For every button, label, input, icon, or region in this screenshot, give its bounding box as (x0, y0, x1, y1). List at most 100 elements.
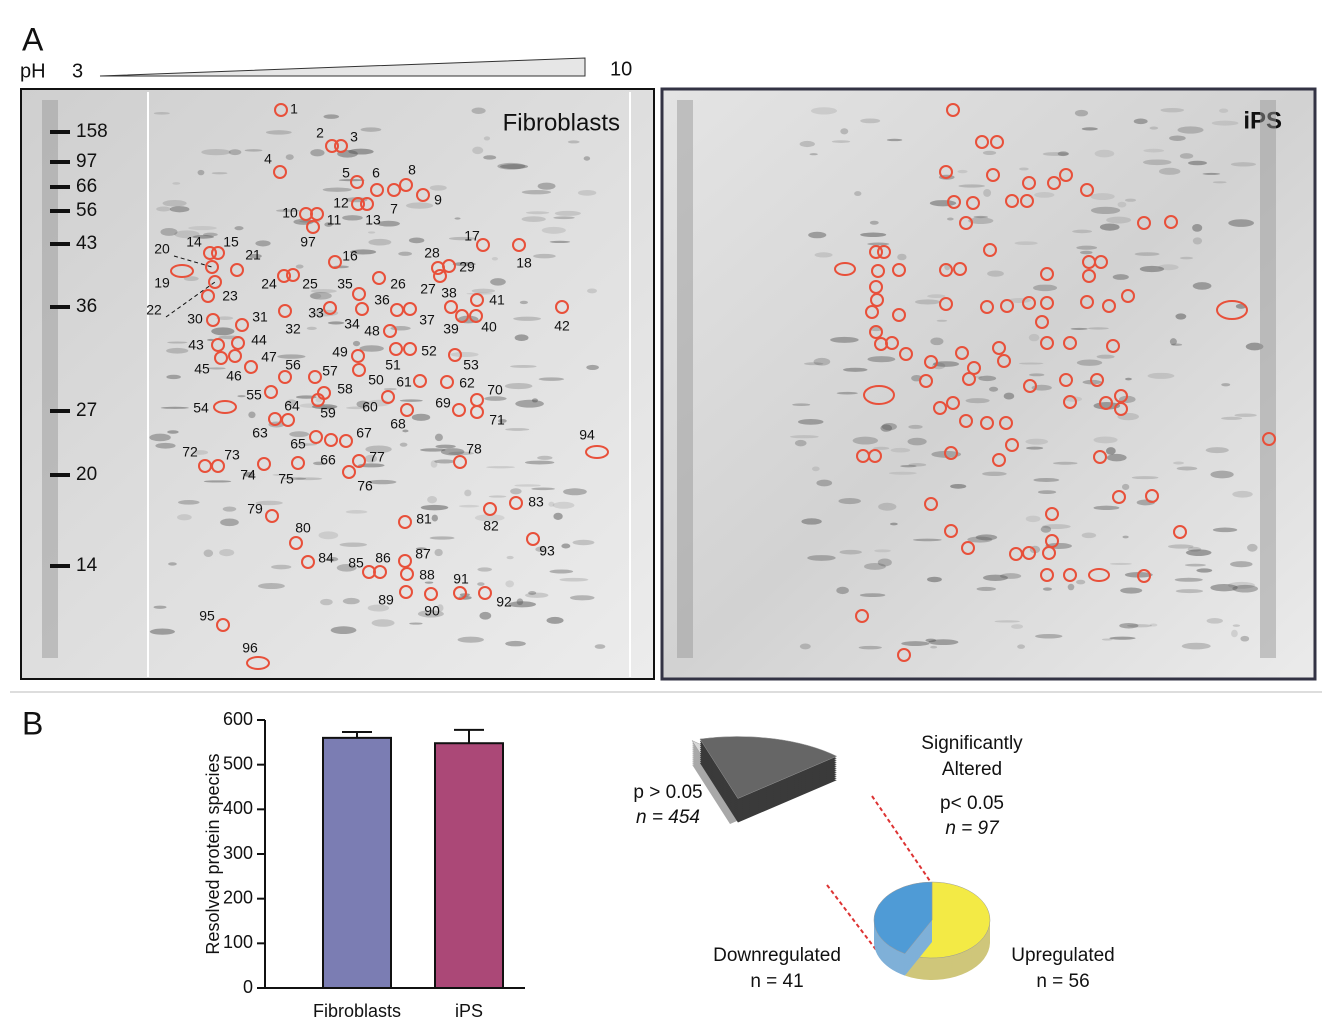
gel-spot (1029, 334, 1040, 341)
gel-spot (1180, 153, 1193, 159)
gel-spot (553, 513, 562, 520)
gel-spot (897, 254, 906, 261)
gel-spot (1100, 223, 1120, 230)
gel-spot (815, 252, 833, 257)
gel-spot (1125, 199, 1136, 202)
gel-spot (454, 217, 460, 219)
gel-spot (188, 226, 217, 230)
gel-spot (553, 502, 575, 509)
gel-spot (150, 629, 175, 635)
gel-spot (458, 637, 484, 643)
gel-spot (156, 206, 171, 211)
gel-spot (573, 540, 595, 545)
pie-value: n = 454 (636, 807, 700, 828)
spot-label: 12 (333, 195, 349, 211)
gel-spot (867, 243, 889, 246)
gel-spot (1231, 162, 1256, 166)
gel-spot (1188, 161, 1207, 165)
y-tick-label: 200 (223, 887, 253, 907)
gel-spot (1219, 109, 1228, 113)
y-tick-label: 600 (223, 709, 253, 729)
gel-spot (937, 320, 948, 322)
sub-pie-value: n = 56 (1036, 971, 1089, 992)
mw-label: 36 (76, 296, 97, 317)
gel-spot (830, 337, 858, 343)
gel-spot (891, 448, 911, 453)
spot-label: 23 (222, 288, 238, 304)
gel-spot (1038, 490, 1056, 494)
y-axis-label: Resolved protein species (203, 753, 223, 954)
gel-spot (211, 327, 234, 335)
gel-spot (406, 202, 433, 208)
gel-spot (930, 646, 937, 649)
spot-label: 3 (350, 129, 358, 145)
gel-spot (430, 185, 447, 191)
bar (323, 738, 391, 988)
gel-spot (505, 580, 514, 587)
gel-spot (889, 472, 917, 475)
gel-spot (587, 288, 597, 293)
gel-spot (320, 599, 333, 605)
spot-label: 22 (146, 302, 162, 318)
spot-label: 28 (424, 245, 440, 261)
gel-spot (1077, 360, 1102, 366)
spot-label: 13 (365, 212, 381, 228)
mw-label: 158 (76, 121, 108, 142)
gel-spot (1093, 506, 1119, 510)
gel-spot (1033, 285, 1057, 292)
spot-label: 21 (245, 247, 261, 263)
gel-spot (874, 549, 891, 552)
gel-spot (561, 543, 570, 548)
spot-label: 1 (290, 101, 298, 117)
gel-spot (957, 170, 967, 173)
gel-spot (1234, 413, 1256, 417)
spot-label: 95 (199, 608, 215, 624)
gel-spot (505, 383, 532, 389)
gel-spot (420, 448, 446, 451)
gel-spot (1135, 252, 1160, 256)
gel-spot (323, 188, 352, 192)
gel-spot (927, 577, 942, 582)
gel-spot (479, 612, 491, 620)
gel-spot (542, 227, 566, 234)
gel-spot (1011, 624, 1023, 629)
gel-spot (1033, 478, 1059, 482)
gel-spot (930, 200, 956, 206)
gel-spot (1034, 192, 1054, 198)
spot-label: 63 (252, 425, 268, 441)
mw-label: 56 (76, 200, 97, 221)
gel-spot (520, 301, 528, 304)
gel-spot (510, 488, 521, 494)
spot-label: 56 (285, 357, 301, 373)
spot-label: 5 (342, 165, 350, 181)
gel-spot (310, 293, 321, 299)
gel-spot (1193, 282, 1212, 290)
gel-spot (526, 211, 549, 214)
gel-spot (550, 241, 570, 243)
gel-spot (1186, 549, 1212, 556)
mw-label: 27 (76, 400, 97, 421)
gel-spot (219, 549, 234, 556)
gel-spot (484, 136, 490, 140)
gel-spot (907, 438, 926, 446)
mw-label: 66 (76, 176, 97, 197)
spot-label: 31 (252, 309, 268, 325)
gel-spot (1017, 644, 1025, 648)
gel-spot (1206, 447, 1229, 453)
gel-spot (1004, 393, 1015, 400)
gel-spot (800, 141, 815, 147)
spot-label: 68 (390, 416, 406, 432)
spot-label: 47 (261, 349, 277, 365)
gel-spot (477, 582, 484, 586)
spot-label: 97 (300, 234, 316, 250)
gel-spot (412, 414, 430, 421)
spot-label: 2 (316, 125, 324, 141)
gel-spot (1076, 580, 1085, 585)
gel-spot (1193, 237, 1202, 244)
gel-spot (223, 506, 237, 511)
gel-spot (1082, 127, 1098, 130)
gel-spot (1125, 378, 1132, 381)
gel-spot (925, 639, 936, 643)
spot-label: 52 (421, 343, 437, 359)
gel-spot (1109, 637, 1135, 640)
